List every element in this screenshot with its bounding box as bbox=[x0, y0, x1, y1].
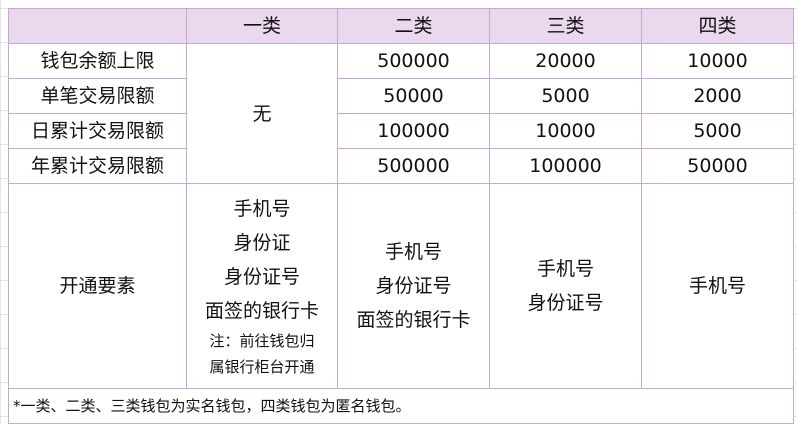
class4-value[interactable]: 5000 bbox=[641, 113, 794, 149]
class2-value[interactable]: 500000 bbox=[337, 43, 490, 79]
table-row: 日累计交易限额 100000 10000 5000 bbox=[8, 113, 794, 149]
wallet-limits-table: 一类 二类 三类 四类 钱包余额上限 无 500000 20000 10000 … bbox=[8, 8, 794, 424]
class3-value[interactable]: 100000 bbox=[489, 148, 642, 184]
open-requirements-row: 开通要素 手机号 身份证 身份证号 面签的银行卡 注：前往钱包归 属银行柜台开通… bbox=[8, 183, 794, 389]
table-row: 年累计交易限额 500000 100000 50000 bbox=[8, 148, 794, 184]
row-label[interactable]: 开通要素 bbox=[8, 183, 187, 389]
class4-value[interactable]: 2000 bbox=[641, 78, 794, 114]
row-label[interactable]: 钱包余额上限 bbox=[8, 43, 187, 79]
table-row: 单笔交易限额 50000 5000 2000 bbox=[8, 78, 794, 114]
class4-requirements[interactable]: 手机号 bbox=[641, 183, 794, 389]
class2-value[interactable]: 500000 bbox=[337, 148, 490, 184]
class2-value[interactable]: 50000 bbox=[337, 78, 490, 114]
header-row: 一类 二类 三类 四类 bbox=[8, 8, 794, 44]
requirement: 手机号 bbox=[536, 258, 594, 280]
class3-value[interactable]: 20000 bbox=[489, 43, 642, 79]
header-class1[interactable]: 一类 bbox=[186, 8, 338, 44]
class3-requirements[interactable]: 手机号 身份证号 bbox=[489, 183, 642, 389]
note-text: 属银行柜台开通 bbox=[209, 358, 315, 376]
table-row: 钱包余额上限 无 500000 20000 10000 bbox=[8, 43, 794, 184]
row-label[interactable]: 日累计交易限额 bbox=[8, 113, 187, 149]
requirement: 身份证号 bbox=[223, 266, 300, 288]
class2-requirements[interactable]: 手机号 身份证号 面签的银行卡 bbox=[337, 183, 490, 389]
requirement: 身份证号 bbox=[375, 275, 452, 297]
row-label[interactable]: 单笔交易限额 bbox=[8, 78, 187, 114]
row-label[interactable]: 年累计交易限额 bbox=[8, 148, 187, 184]
footnote-row: *一类、二类、三类钱包为实名钱包，四类钱包为匿名钱包。 bbox=[8, 388, 794, 424]
requirement: 手机号 bbox=[688, 275, 746, 297]
header-class3[interactable]: 三类 bbox=[489, 8, 642, 44]
header-class2[interactable]: 二类 bbox=[337, 8, 490, 44]
note-text: 注：前往钱包归 bbox=[209, 332, 315, 350]
requirement: 面签的银行卡 bbox=[204, 300, 319, 322]
class3-value[interactable]: 5000 bbox=[489, 78, 642, 114]
class1-requirements[interactable]: 手机号 身份证 身份证号 面签的银行卡 注：前往钱包归 属银行柜台开通 bbox=[186, 183, 338, 389]
class3-value[interactable]: 10000 bbox=[489, 113, 642, 149]
header-cell[interactable] bbox=[8, 8, 187, 44]
class4-value[interactable]: 50000 bbox=[641, 148, 794, 184]
requirement: 手机号 bbox=[233, 198, 291, 220]
requirement: 身份证号 bbox=[527, 292, 604, 314]
class2-value[interactable]: 100000 bbox=[337, 113, 490, 149]
class1-limits-cell[interactable]: 无 bbox=[186, 43, 338, 184]
requirement: 身份证 bbox=[233, 232, 291, 254]
requirement: 面签的银行卡 bbox=[356, 309, 471, 331]
footnote[interactable]: *一类、二类、三类钱包为实名钱包，四类钱包为匿名钱包。 bbox=[8, 388, 794, 424]
requirement: 手机号 bbox=[384, 241, 442, 263]
header-class4[interactable]: 四类 bbox=[641, 8, 794, 44]
class4-value[interactable]: 10000 bbox=[641, 43, 794, 79]
